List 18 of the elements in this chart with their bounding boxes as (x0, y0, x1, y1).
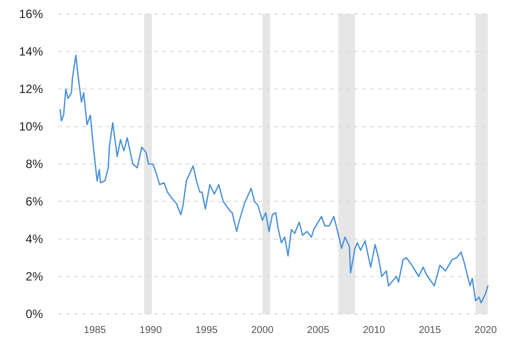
y-tick-label: 14% (18, 44, 44, 59)
x-tick-label: 2010 (362, 325, 386, 336)
x-tick-label: 2020 (474, 325, 498, 336)
x-tick-label: 2000 (251, 325, 274, 336)
y-tick-label: 2% (26, 270, 44, 284)
x-tick-label: 1985 (84, 325, 106, 336)
y-tick-label: 0% (26, 307, 44, 322)
x-tick-label: 2015 (418, 325, 442, 336)
line-series (60, 54, 489, 304)
x-tick-label: 2005 (307, 325, 330, 336)
y-tick-label: 10% (18, 120, 44, 134)
y-tick-label: 6% (26, 194, 44, 209)
x-tick-label: 1995 (195, 325, 218, 336)
x-tick-label: 1990 (140, 325, 162, 336)
y-tick-label: 16% (18, 7, 44, 22)
y-tick-label: 8% (26, 157, 44, 172)
y-tick-label: 12% (18, 82, 44, 96)
y-tick-label: 4% (26, 232, 44, 246)
